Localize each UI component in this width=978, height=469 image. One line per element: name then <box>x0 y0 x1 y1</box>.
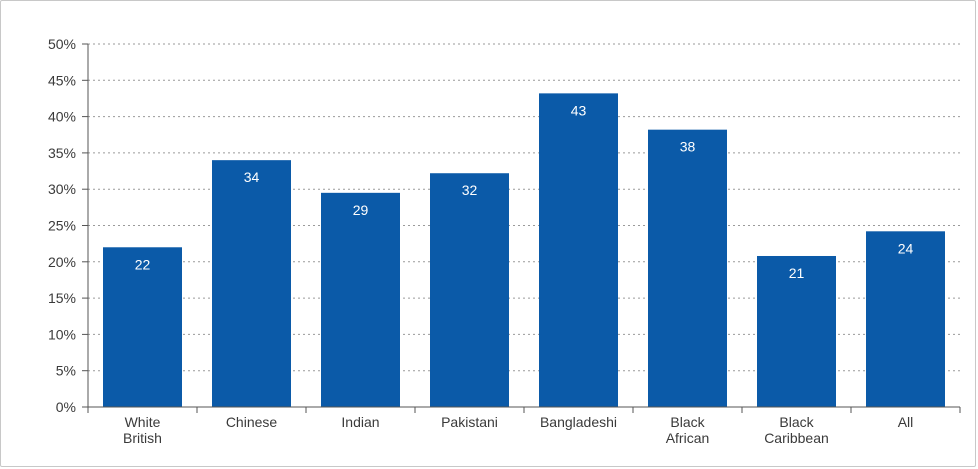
y-tick-label: 0% <box>56 399 76 415</box>
y-tick-label: 50% <box>48 36 76 52</box>
y-tick-label: 45% <box>48 72 76 88</box>
x-tick-label: All <box>898 414 914 430</box>
x-tick-label-line: Caribbean <box>764 430 829 446</box>
y-tick-label: 5% <box>56 363 76 379</box>
bar <box>757 255 836 407</box>
y-tick-label: 30% <box>48 181 76 197</box>
data-label: 43 <box>571 102 587 118</box>
data-label: 34 <box>244 169 260 185</box>
labels: 0% 5% 10% 15% 20% 25% 30% 35% 40% 45% 50% 22 34 29 32 4… <box>48 36 914 446</box>
x-tick-label-line: White <box>125 414 161 430</box>
x-tick-label: Bangladeshi <box>540 414 617 430</box>
x-tick-label-line: Black <box>779 414 814 430</box>
y-tick-label: 20% <box>48 254 76 270</box>
data-label: 21 <box>789 265 805 281</box>
x-tick-label: Black African <box>666 414 710 446</box>
y-tick-label: 40% <box>48 109 76 125</box>
bar <box>103 247 182 407</box>
bar <box>430 173 509 407</box>
bar <box>321 192 400 407</box>
x-tick-label-line: British <box>123 430 162 446</box>
y-tick-label: 10% <box>48 326 76 342</box>
y-tick-label: 35% <box>48 145 76 161</box>
bars <box>103 93 945 408</box>
data-label: 29 <box>353 202 369 218</box>
y-tick-label: 25% <box>48 218 76 234</box>
x-tick-label-line: Chinese <box>226 414 278 430</box>
x-tick-label-line: Pakistani <box>441 414 498 430</box>
data-label: 22 <box>135 256 151 272</box>
x-tick-label: White British <box>123 414 162 446</box>
bar <box>539 93 618 408</box>
bar <box>648 129 727 407</box>
x-tick-label-line: Bangladeshi <box>540 414 617 430</box>
data-label: 32 <box>462 182 478 198</box>
x-tick-label: Indian <box>341 414 379 430</box>
x-tick-label: Pakistani <box>441 414 498 430</box>
x-tick-label-line: Black <box>670 414 705 430</box>
x-tick-label: Chinese <box>226 414 278 430</box>
axes <box>82 43 961 413</box>
y-tick-label: 15% <box>48 290 76 306</box>
data-label: 38 <box>680 139 696 155</box>
x-tick-label-line: African <box>666 430 710 446</box>
bar <box>212 160 291 407</box>
x-tick-label: Black Caribbean <box>764 414 829 446</box>
bar <box>866 231 945 407</box>
data-label: 24 <box>898 240 914 256</box>
x-tick-label-line: Indian <box>341 414 379 430</box>
x-tick-label-line: All <box>898 414 914 430</box>
